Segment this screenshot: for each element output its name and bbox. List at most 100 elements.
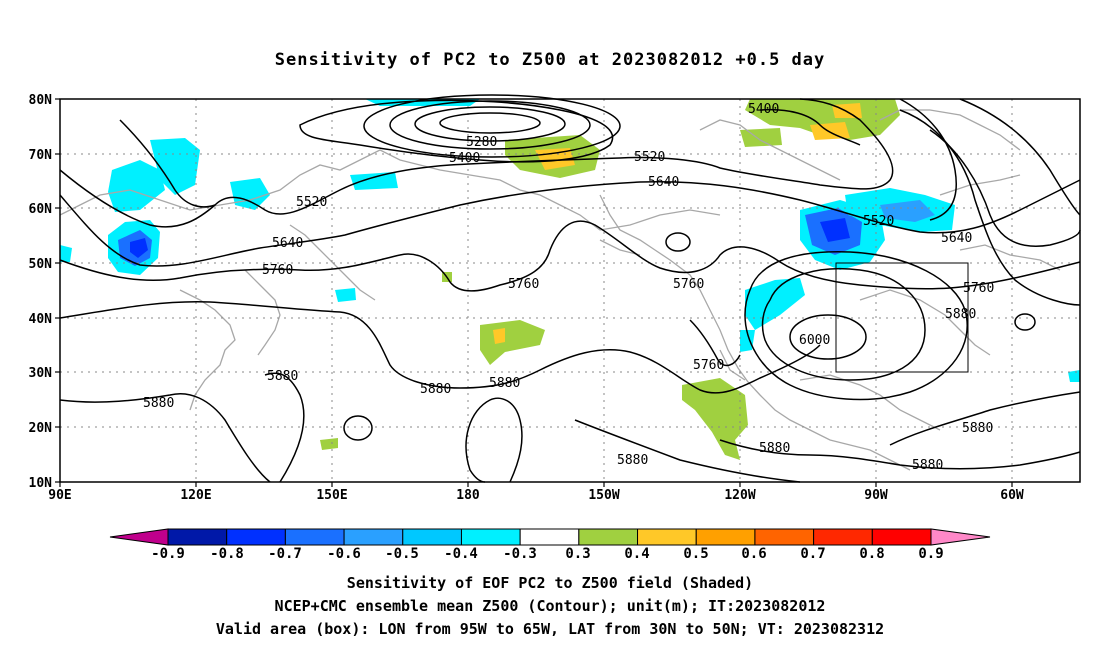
- colorbar-label: 0.8: [859, 546, 884, 562]
- shade-patch: [130, 238, 148, 258]
- colorbar-box: [813, 528, 873, 546]
- colorbar-label: 0.4: [624, 546, 649, 562]
- contour-label: 5400: [449, 151, 480, 166]
- shade-patch: [740, 330, 755, 352]
- shade-patch: [108, 160, 165, 212]
- contour-label: 5880: [617, 453, 648, 468]
- lon-label: 60W: [1000, 488, 1024, 503]
- colorbar-box: [402, 528, 462, 546]
- colorbar: -0.9 -0.8 -0.7 -0.6 -0.5 -0.4 -0.3 0.3 0…: [109, 528, 991, 562]
- lon-label: 150E: [316, 488, 347, 503]
- colorbar-box: [284, 528, 345, 546]
- colorbar-box: [226, 528, 286, 546]
- lat-label: 30N: [29, 366, 53, 381]
- contour-line: [1014, 313, 1036, 331]
- shade-patch: [832, 103, 862, 118]
- contour-label: 5640: [272, 236, 303, 251]
- contour-label: 5880: [143, 396, 174, 411]
- contour-line: [343, 415, 373, 441]
- lat-label: 20N: [29, 421, 53, 436]
- shade-patch: [493, 328, 505, 344]
- shade-patch: [150, 138, 200, 195]
- contour-label: 5520: [863, 214, 894, 229]
- shade-patch: [682, 378, 748, 460]
- contour-label: 5760: [963, 281, 994, 296]
- valid-area-box: [835, 262, 969, 373]
- caption-valid-area: Valid area (box): LON from 95W to 65W, L…: [215, 620, 885, 638]
- colorbar-label: -0.6: [327, 546, 361, 562]
- colorbar-label: -0.4: [444, 546, 478, 562]
- colorbar-box: [637, 528, 697, 546]
- lon-label: 90E: [48, 488, 71, 503]
- contour-line: [299, 99, 614, 163]
- colorbar-box: [754, 528, 815, 546]
- contour-label: 5280: [466, 135, 497, 150]
- z500-contours: [59, 94, 1081, 483]
- colorbar-label: 0.9: [918, 546, 943, 562]
- colorbar-label: 0.6: [741, 546, 766, 562]
- colorbar-label: 0.3: [565, 546, 590, 562]
- contour-labels: 5400 5280 5400 5520 5520 5640 5640 5520 …: [143, 102, 994, 473]
- shade-patch: [740, 128, 782, 147]
- caption-shading: Sensitivity of EOF PC2 to Z500 field (Sh…: [346, 574, 754, 592]
- contour-line: [761, 268, 926, 381]
- latitude-labels: 80N 70N 60N 50N 40N 30N 20N 10N: [29, 93, 53, 491]
- lon-label: 150W: [588, 488, 619, 503]
- lat-label: 50N: [29, 257, 53, 272]
- contour-line: [665, 232, 691, 252]
- contour-line: [439, 112, 541, 134]
- contour-label: 5880: [489, 376, 520, 391]
- contour-label: 5520: [634, 150, 665, 165]
- contour-label: 5880: [945, 307, 976, 322]
- colorbar-box: [460, 528, 521, 546]
- shade-patch: [335, 288, 356, 302]
- contour-label: 5880: [912, 458, 943, 473]
- contour-label: 6000: [799, 333, 830, 348]
- lat-label: 40N: [29, 312, 53, 327]
- shade-patch: [810, 122, 850, 140]
- shade-patch: [350, 172, 398, 190]
- colorbar-box: [871, 528, 932, 546]
- lon-label: 120E: [180, 488, 211, 503]
- contour-line: [414, 106, 566, 142]
- colorbar-label: -0.8: [210, 546, 244, 562]
- shade-patch: [880, 200, 935, 222]
- shade-patch: [820, 218, 850, 242]
- colorbar-right-triangle: [930, 528, 991, 546]
- contour-label: 5640: [941, 231, 972, 246]
- shade-patch: [745, 278, 805, 330]
- colorbar-left-triangle: [109, 528, 169, 546]
- colorbar-boxes: [167, 528, 932, 546]
- shade-patch: [1068, 370, 1080, 382]
- lat-label: 10N: [29, 476, 53, 491]
- contour-label: 5400: [748, 102, 779, 117]
- colorbar-box: [695, 528, 756, 546]
- shade-patch: [60, 245, 72, 262]
- contour-label: 5760: [262, 263, 293, 278]
- lon-label: 90W: [864, 488, 888, 503]
- contour-label: 5880: [420, 382, 451, 397]
- contour-label: 5880: [962, 421, 993, 436]
- colorbar-box: [519, 528, 580, 546]
- colorbar-box: [343, 528, 404, 546]
- colorbar-box: [167, 528, 228, 546]
- axis-ticks: [55, 98, 1013, 487]
- lat-label: 60N: [29, 202, 53, 217]
- contour-line: [363, 94, 621, 158]
- contour-label: 5880: [759, 441, 790, 456]
- colorbar-labels: -0.9 -0.8 -0.7 -0.6 -0.5 -0.4 -0.3 0.3 0…: [151, 546, 944, 562]
- colorbar-label: -0.9: [151, 546, 185, 562]
- lon-label: 180: [456, 488, 480, 503]
- longitude-labels: 90E 120E 150E 180 150W 120W 90W 60W: [48, 488, 1024, 503]
- contour-label: 5760: [693, 358, 724, 373]
- contour-label: 5760: [673, 277, 704, 292]
- contour-line: [789, 314, 867, 360]
- colorbar-box: [578, 528, 639, 546]
- lat-label: 70N: [29, 148, 53, 163]
- contour-label: 5760: [508, 277, 539, 292]
- colorbar-label: -0.7: [268, 546, 302, 562]
- map-frame: [59, 98, 1081, 483]
- contour-label: 5520: [296, 195, 327, 210]
- contour-line: [744, 251, 968, 401]
